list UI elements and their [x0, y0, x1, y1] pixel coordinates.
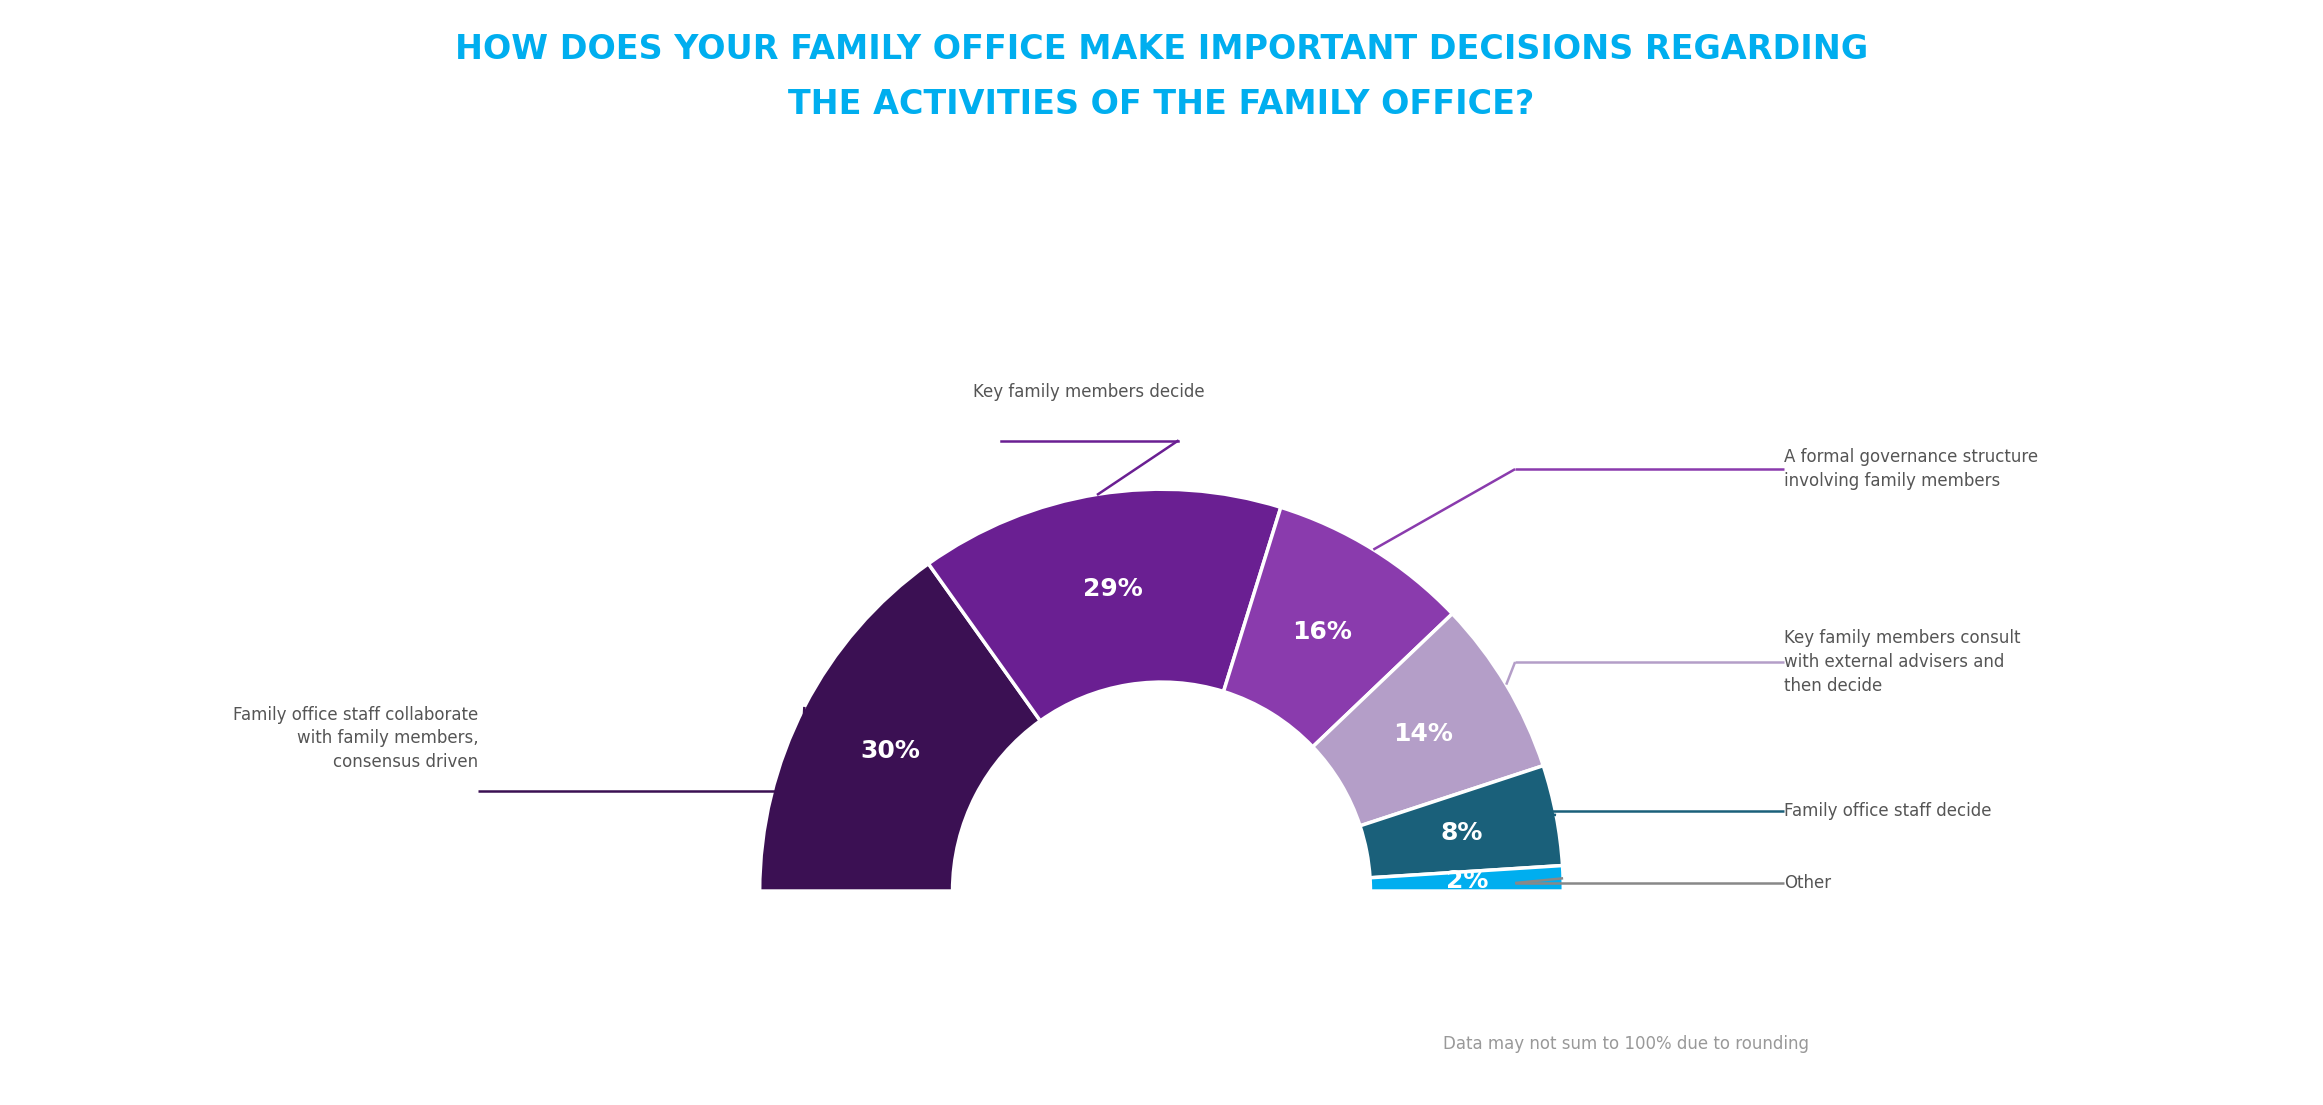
Text: Data may not sum to 100% due to rounding: Data may not sum to 100% due to rounding [1443, 1035, 1810, 1053]
Text: 30%: 30% [860, 739, 920, 764]
Text: 8%: 8% [1440, 821, 1482, 845]
Text: THE ACTIVITIES OF THE FAMILY OFFICE?: THE ACTIVITIES OF THE FAMILY OFFICE? [787, 88, 1536, 122]
Text: Family office staff decide: Family office staff decide [1784, 801, 1991, 820]
Wedge shape [1371, 865, 1563, 891]
Wedge shape [1224, 507, 1452, 747]
Text: 16%: 16% [1292, 620, 1352, 643]
Wedge shape [1359, 766, 1563, 877]
Wedge shape [760, 564, 1041, 891]
Wedge shape [929, 490, 1280, 720]
Text: Key family members consult
with external advisers and
then decide: Key family members consult with external… [1784, 630, 2021, 695]
Text: Family office staff collaborate
with family members,
consensus driven: Family office staff collaborate with fam… [232, 706, 479, 771]
Text: Other: Other [1784, 874, 1831, 892]
Text: Key family members decide: Key family members decide [973, 382, 1206, 401]
Text: A formal governance structure
involving family members: A formal governance structure involving … [1784, 449, 2040, 490]
Text: 2%: 2% [1445, 870, 1489, 893]
Wedge shape [1312, 613, 1542, 825]
Text: 14%: 14% [1394, 723, 1454, 746]
Text: 29%: 29% [1083, 578, 1143, 601]
Text: HOW DOES YOUR FAMILY OFFICE MAKE IMPORTANT DECISIONS REGARDING: HOW DOES YOUR FAMILY OFFICE MAKE IMPORTA… [455, 33, 1868, 66]
